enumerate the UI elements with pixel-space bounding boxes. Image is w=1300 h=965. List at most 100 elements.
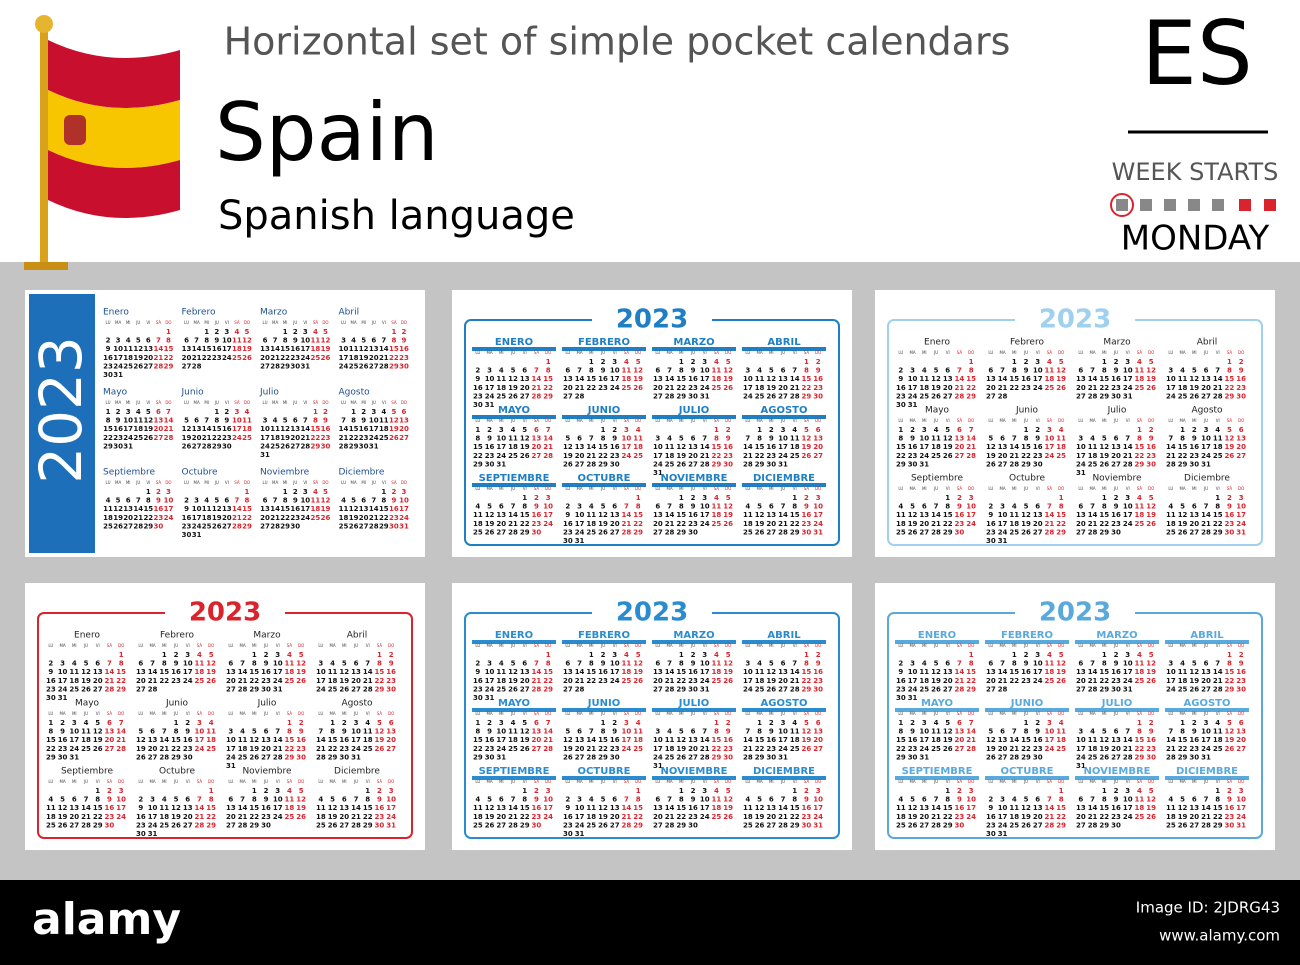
day: 29 [1178,460,1188,468]
day: 25 [633,745,643,753]
weekday: DO [118,711,124,716]
day: 20 [955,736,965,744]
weekday: JU [600,643,605,648]
weekday: DO [244,320,250,325]
day: 14 [270,345,280,353]
day: 18 [1166,520,1176,528]
day: 22 [311,434,321,442]
day: 14 [133,505,143,513]
day: 12 [280,425,290,433]
day: 8 [174,728,179,736]
weekday: JU [933,779,938,784]
day: 26 [723,813,733,821]
day: 14 [998,375,1008,383]
day: 22 [1056,520,1066,528]
day: 15 [943,804,953,812]
day: 18 [232,345,242,353]
day: 5 [116,497,121,505]
day: 8 [48,728,53,736]
day: 22 [473,452,483,460]
day: 4 [745,796,750,804]
month-name: Marzo [260,308,288,318]
weekday: DO [208,779,214,784]
day: 13 [653,804,663,812]
weekday: MI [769,779,774,784]
day: 29 [543,392,553,400]
day: 18 [1178,677,1188,685]
day: 3 [166,488,171,496]
day: 20 [226,677,236,685]
weekday: MA [272,480,278,485]
day: 27 [143,362,153,370]
day: 3 [816,494,821,502]
day: 8 [589,660,594,668]
day: 5 [757,796,762,804]
weekday: LU [565,643,570,648]
weekday: VI [366,779,370,784]
month-name: Abril [1197,338,1218,348]
day: 10 [316,668,326,676]
day: 17 [113,354,123,362]
weekday: LU [1078,486,1083,491]
day: 28 [532,685,542,693]
weekday: DO [1148,643,1154,648]
weekday: DO [298,779,304,784]
weekday: DO [545,643,551,648]
weekday: JU [173,711,178,716]
day: 22 [249,813,259,821]
day: 18 [1009,813,1019,821]
weekday: VI [1216,350,1220,355]
weekday: JU [1023,779,1028,784]
day: 9 [769,728,774,736]
day: 7 [1168,728,1173,736]
weekday: SÁ [313,400,319,405]
day: 24 [316,685,326,693]
day: 29 [598,753,608,761]
day: 27 [496,821,506,829]
weekday: MI [204,400,209,405]
day: 17 [164,505,174,513]
day: 27 [766,821,776,829]
day: 24 [1236,813,1246,821]
weekday: VI [382,480,386,485]
day: 8 [1227,367,1232,375]
weekday: MI [1192,486,1197,491]
weekday: JU [780,486,785,491]
day: 25 [473,528,483,536]
day: 18 [1135,375,1145,383]
day: 2 [816,358,821,366]
month-name: Junio [165,699,189,709]
day: 2 [816,651,821,659]
day: 19 [908,520,918,528]
day: 1 [48,719,53,727]
day: 30 [389,522,399,530]
day: 11 [103,505,113,513]
weekday: DO [545,779,551,784]
day: 1 [381,488,386,496]
day: 25 [206,745,216,753]
day: 20 [1236,736,1246,744]
day: 19 [766,384,776,392]
day: 23 [955,520,965,528]
day: 27 [986,392,996,400]
month-bar [562,483,646,487]
month-name: MARZO [1096,630,1137,641]
day: 5 [1180,503,1185,511]
day: 24 [273,677,283,685]
day: 26 [1146,520,1156,528]
weekday: MI [769,486,774,491]
day: 4 [745,503,750,511]
day: 19 [485,520,495,528]
day: 24 [1166,392,1176,400]
weekday: LU [318,711,323,716]
weekday: LU [988,643,993,648]
day: 11 [311,497,321,505]
day: 2 [804,787,809,795]
weekday: MI [126,480,131,485]
day: 29 [349,442,359,450]
day: 2 [214,328,219,336]
day: 12 [802,435,812,443]
day: 3 [1125,787,1130,795]
day: 2 [1227,787,1232,795]
day: 24 [1123,384,1133,392]
